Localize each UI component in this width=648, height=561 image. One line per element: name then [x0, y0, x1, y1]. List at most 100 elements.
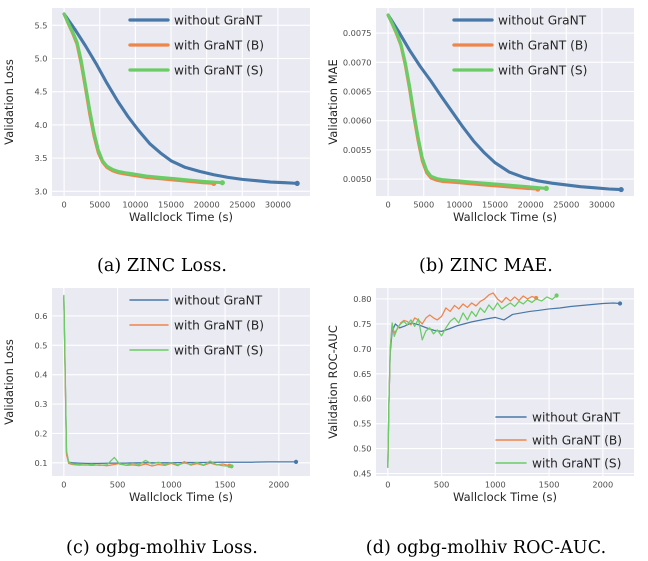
subfigure-a: 0 5000 10000 15000 20000 25000 30000 3.0 3.5 4.0 4… — [0, 0, 324, 280]
series-endpoint-marker — [618, 186, 624, 193]
y-axis-label: Validation ROC-AUC — [326, 325, 340, 439]
y-axis-tick-label: 0.50 — [353, 444, 371, 454]
plot-area-a: 0 5000 10000 15000 20000 25000 30000 3.0 3.5 4.0 4… — [0, 0, 324, 240]
y-axis-tick-label: 0.5 — [34, 340, 47, 350]
x-axis-label: Wallclock Time (s) — [129, 490, 233, 504]
x-axis-tick-label: 10000 — [446, 200, 472, 210]
series-line — [63, 294, 233, 467]
x-axis-tick-label: 5000 — [413, 200, 434, 210]
y-axis-tick-label: 0.80 — [353, 294, 371, 304]
series-endpoint-marker — [229, 464, 234, 469]
y-axis-tick-label: 5.0 — [34, 53, 47, 63]
x-axis-tick-label: 0 — [386, 200, 391, 210]
chart-molhiv-loss: 0 500 1000 1500 2000 0.1 0.2 0.3 0.4 0.5 0.6 Wallcl… — [2, 288, 310, 504]
y-axis-tick-label: 0.60 — [353, 394, 371, 404]
x-axis-tick-label: 2000 — [592, 480, 613, 490]
y-axis-label: Validation Loss — [2, 339, 16, 425]
series-line — [387, 294, 558, 469]
y-axis-tick-label: 0.3 — [34, 399, 47, 409]
x-axis-label: Wallclock Time (s) — [453, 210, 557, 224]
y-axis-tick-label: 4.5 — [34, 87, 47, 97]
x-axis-tick-label: 1500 — [539, 480, 560, 490]
subfigure-d: 0 500 1000 1500 2000 0.45 0.50 0.55 0.60 0.65 0.70… — [324, 280, 648, 561]
x-axis-tick-label: 500 — [434, 480, 450, 490]
caption-d: (d) ogbg-molhiv ROC-AUC. — [365, 537, 607, 558]
series-endpoint-marker — [294, 180, 300, 186]
series-endpoint-marker — [543, 185, 549, 192]
series-line — [387, 292, 537, 468]
caption-b: (b) ZINC MAE. — [419, 255, 553, 276]
series-line — [387, 302, 621, 468]
legend-label-with_grant_s: with GraNT (S) — [174, 343, 263, 357]
panel-background — [52, 288, 310, 476]
y-axis-tick-label: 0.1 — [34, 458, 47, 468]
series-line — [386, 13, 548, 190]
x-axis-tick-label: 2000 — [268, 480, 289, 490]
panel-background — [376, 8, 634, 196]
x-axis-tick-label: 1000 — [161, 480, 182, 490]
legend-label-with_grant_s: with GraNT (S) — [174, 63, 263, 77]
legend-label-with_grant_b: with GraNT (B) — [174, 38, 264, 52]
x-axis-tick-label: 5000 — [89, 200, 110, 210]
y-axis-tick-label: 0.65 — [353, 369, 371, 379]
x-axis-tick-label: 30000 — [265, 200, 291, 210]
x-axis-tick-label: 500 — [110, 480, 126, 490]
legend-label-with_grant_b: with GraNT (B) — [532, 433, 622, 447]
plot-area-d: 0 500 1000 1500 2000 0.45 0.50 0.55 0.60 0.65 0.70… — [324, 280, 648, 520]
x-axis-tick-label: 30000 — [589, 200, 615, 210]
y-axis-tick-label: 0.55 — [353, 419, 371, 429]
y-axis-tick-label: 0.2 — [34, 428, 47, 438]
series-endpoint-marker — [554, 293, 559, 298]
y-axis-tick-label: 5.5 — [34, 20, 47, 30]
series-line — [62, 12, 224, 185]
y-axis-tick-label: 3.0 — [34, 186, 47, 196]
y-axis-tick-label: 0.0065 — [343, 86, 372, 96]
y-axis-tick-label: 3.5 — [34, 153, 47, 163]
plot-area-c: 0 500 1000 1500 2000 0.1 0.2 0.3 0.4 0.5 0.6 Wallcl… — [0, 280, 324, 520]
y-axis-label: Validation MAE — [326, 59, 340, 145]
y-axis-tick-label: 0.75 — [353, 319, 371, 329]
subfigure-b: 0 5000 10000 15000 20000 25000 30000 0.0050 0.00… — [324, 0, 648, 280]
plot-area-b: 0 5000 10000 15000 20000 25000 30000 0.0050 0.00… — [324, 0, 648, 240]
chart-molhiv-rocauc: 0 500 1000 1500 2000 0.45 0.50 0.55 0.60 0.65 0.70… — [326, 288, 634, 504]
y-axis-tick-label: 0.70 — [353, 344, 371, 354]
panel-background — [52, 8, 310, 196]
x-axis-tick-label: 25000 — [553, 200, 579, 210]
subfigure-c: 0 500 1000 1500 2000 0.1 0.2 0.3 0.4 0.5 0.6 Wallcl… — [0, 280, 324, 561]
x-axis-tick-label: 0 — [62, 200, 67, 210]
y-axis-tick-label: 0.0050 — [343, 174, 372, 184]
y-axis-label: Validation Loss — [2, 59, 16, 145]
x-axis-label: Wallclock Time (s) — [129, 210, 233, 224]
x-axis-tick-label: 15000 — [482, 200, 508, 210]
legend-label-with_grant_s: with GraNT (S) — [498, 63, 587, 77]
legend-label-with_grant_s: with GraNT (S) — [532, 456, 621, 470]
y-axis-tick-label: 0.0070 — [343, 57, 372, 67]
caption-c: (c) ogbg-molhiv Loss. — [66, 537, 258, 558]
series-line — [62, 12, 299, 185]
y-axis-tick-label: 0.0060 — [343, 116, 372, 126]
x-axis-tick-label: 25000 — [229, 200, 255, 210]
y-axis-tick-label: 0.4 — [34, 370, 47, 380]
x-axis-tick-label: 0 — [61, 480, 66, 490]
y-axis-tick-label: 4.0 — [34, 120, 47, 130]
legend-label-without_grant: without GraNT — [498, 13, 587, 27]
y-axis-tick-label: 0.45 — [353, 469, 371, 479]
legend-label-without_grant: without GraNT — [174, 293, 263, 307]
x-axis-tick-label: 20000 — [194, 200, 220, 210]
legend-label-with_grant_b: with GraNT (B) — [174, 318, 264, 332]
legend-label-with_grant_b: with GraNT (B) — [498, 38, 588, 52]
caption-a: (a) ZINC Loss. — [96, 255, 228, 276]
y-axis-tick-label: 0.0055 — [343, 145, 372, 155]
y-axis-tick-label: 0.6 — [34, 311, 47, 321]
legend-label-without_grant: without GraNT — [532, 410, 621, 424]
x-axis-tick-label: 10000 — [122, 200, 148, 210]
chart-zinc-loss: 0 5000 10000 15000 20000 25000 30000 3.0 3.5 4.0 4… — [2, 8, 310, 224]
panel-background — [376, 288, 634, 476]
legend-label-without_grant: without GraNT — [174, 13, 263, 27]
chart-zinc-mae: 0 5000 10000 15000 20000 25000 30000 0.0050 0.00… — [326, 8, 634, 224]
x-axis-tick-label: 1000 — [485, 480, 506, 490]
x-axis-tick-label: 20000 — [518, 200, 544, 210]
series-line — [386, 13, 623, 192]
x-axis-tick-label: 1500 — [215, 480, 236, 490]
